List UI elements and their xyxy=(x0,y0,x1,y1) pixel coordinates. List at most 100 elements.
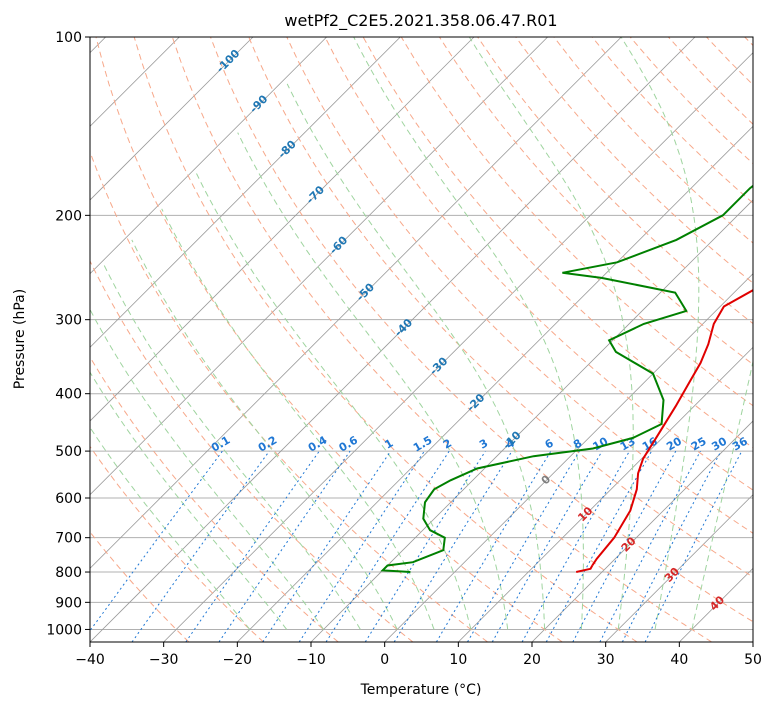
isotherm-line xyxy=(458,346,753,642)
mixing-ratio-label: 3 xyxy=(477,437,490,452)
isotherm-line xyxy=(679,567,753,642)
mixing-ratio-line xyxy=(467,450,580,642)
isotherm-line xyxy=(90,37,254,201)
y-tick-label: 400 xyxy=(55,387,82,403)
plot-frame xyxy=(89,36,754,643)
isotherm-label: -10 xyxy=(500,428,523,451)
moist-adiabat xyxy=(353,37,584,630)
x-tick-label: −10 xyxy=(296,652,326,668)
y-tick-label: 500 xyxy=(55,444,82,460)
dewpoint-line xyxy=(380,184,753,573)
mixing-ratio-label: 2 xyxy=(441,437,454,452)
moist-adiabat xyxy=(691,358,753,630)
isotherm-line xyxy=(752,641,753,642)
isotherm-line xyxy=(90,37,401,348)
dry-adiabat xyxy=(90,531,190,642)
isotherm-line xyxy=(310,199,753,642)
isotherm-label: -60 xyxy=(327,233,350,256)
moist-adiabat xyxy=(131,239,398,630)
mixing-ratio-line xyxy=(435,450,552,642)
x-tick-label: −40 xyxy=(75,652,105,668)
y-tick-label: 700 xyxy=(55,531,82,547)
dry-adiabat xyxy=(133,37,638,642)
x-tick-label: 50 xyxy=(744,652,762,668)
dry-adiabat xyxy=(90,445,264,642)
isotherm-line xyxy=(90,37,475,422)
isotherm-line xyxy=(237,125,753,642)
isotherm-label: -80 xyxy=(276,138,299,161)
temperature-line xyxy=(591,289,753,567)
mixing-ratio-line xyxy=(185,450,320,642)
x-tick-label: 30 xyxy=(597,652,615,668)
dry-adiabat xyxy=(90,259,414,642)
x-tick-label: 10 xyxy=(449,652,467,668)
isotherm-line xyxy=(90,37,622,569)
x-tick-label: −20 xyxy=(223,652,253,668)
mixing-ratio-line xyxy=(364,450,486,642)
mixing-ratio-line xyxy=(325,450,450,642)
y-tick-label: 300 xyxy=(55,313,82,329)
dry-adiabat xyxy=(210,37,753,623)
x-tick-label: −30 xyxy=(149,652,179,668)
x-axis-title: Temperature (°C) xyxy=(360,682,482,698)
isotherm-line xyxy=(90,37,548,496)
dry-adiabat xyxy=(171,37,712,642)
mixing-ratio-line xyxy=(90,450,223,632)
isotherm-label: -30 xyxy=(427,354,450,377)
isotherm-label: 10 xyxy=(575,504,595,524)
y-tick-label: 600 xyxy=(55,491,82,507)
moist-adiabat xyxy=(196,173,472,630)
moist-adiabat xyxy=(90,308,324,630)
dry-adiabat xyxy=(90,150,488,642)
y-axis-title: Pressure (hPa) xyxy=(12,289,28,389)
dry-adiabat xyxy=(90,356,339,642)
mixing-ratio-line xyxy=(131,450,270,642)
mixing-ratio-line xyxy=(521,450,630,642)
isotherm-label: -90 xyxy=(247,92,270,115)
isotherm-line xyxy=(531,420,753,642)
y-tick-label: 1000 xyxy=(46,622,82,638)
moist-adiabat xyxy=(468,37,634,630)
mixing-ratio-line xyxy=(545,450,653,642)
mixing-ratio-line xyxy=(621,450,722,642)
isotherm-line xyxy=(90,37,696,642)
chart-title: wetPf2_C2E5.2021.358.06.47.R01 xyxy=(284,11,557,31)
moist-adiabat xyxy=(620,37,700,630)
mixing-ratio-line xyxy=(572,450,677,642)
dry-adiabat xyxy=(324,37,753,491)
dry-adiabat xyxy=(286,37,753,534)
y-tick-label: 800 xyxy=(55,565,82,581)
x-tick-label: 0 xyxy=(380,652,389,668)
dry-adiabat xyxy=(553,37,753,244)
isotherm-label: -20 xyxy=(464,391,487,414)
moist-adiabat xyxy=(286,83,546,630)
isotherm-line xyxy=(163,52,753,642)
dry-adiabat xyxy=(515,37,753,284)
x-tick-label: 40 xyxy=(670,652,688,668)
isotherm-label: -50 xyxy=(354,280,377,303)
dry-adiabat xyxy=(248,37,753,578)
mixing-ratio-line xyxy=(644,450,743,642)
moist-adiabat xyxy=(237,132,509,630)
y-tick-label: 100 xyxy=(55,30,82,46)
moist-adiabat xyxy=(90,371,288,630)
y-tick-label: 900 xyxy=(55,595,82,611)
moist-adiabat xyxy=(102,262,361,630)
x-tick-label: 20 xyxy=(523,652,541,668)
mixing-ratio-line xyxy=(218,450,351,642)
isotherm-line xyxy=(384,273,753,642)
temperature-surface-hook xyxy=(575,565,594,573)
dry-adiabat xyxy=(744,37,753,47)
mixing-ratio-line xyxy=(298,450,425,642)
isotherm-label: -100 xyxy=(214,47,243,76)
mixing-ratio-label: 6 xyxy=(543,436,556,451)
isotherm-line xyxy=(90,37,327,275)
dry-adiabat xyxy=(706,37,753,86)
moist-adiabat xyxy=(90,426,251,630)
moist-adiabat xyxy=(161,208,435,630)
mixing-ratio-line xyxy=(393,450,513,642)
mixing-ratio-line xyxy=(262,450,392,642)
mixing-ratio-line xyxy=(491,450,603,642)
mixing-ratio-line xyxy=(599,450,701,642)
